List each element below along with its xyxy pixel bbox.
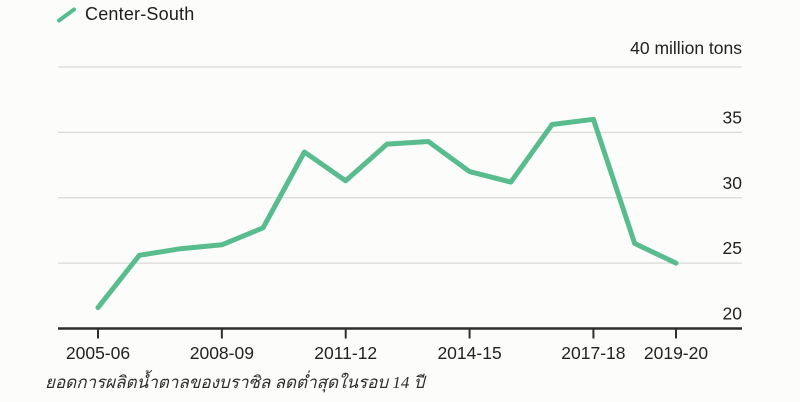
- chart-caption: ยอดการผลิตน้ำตาลของบราซิล ลดต่ำสุดในรอบ …: [45, 373, 425, 392]
- y-axis-tick-label: 20: [723, 304, 743, 324]
- center-south-series-line: [95, 116, 679, 311]
- legend-label: Center-South: [85, 4, 195, 24]
- x-axis-tick-label: 2019-20: [644, 343, 708, 363]
- x-axis-tick-label: 2017-18: [561, 343, 625, 363]
- y-axis-tick-label: 30: [723, 173, 743, 193]
- x-axis-tick-label: 2014-15: [437, 343, 501, 363]
- y-axis-tick-label: 35: [723, 107, 742, 127]
- x-axis-tick-label: 2011-12: [314, 343, 377, 363]
- line-segment-icon: [57, 7, 76, 22]
- y-axis-tick-label: 25: [723, 238, 742, 258]
- y-axis-unit-label: 40 million tons: [630, 38, 742, 58]
- x-axis-tick-label: 2008-09: [190, 343, 254, 363]
- legend-item-center-south: Center-South: [56, 4, 194, 25]
- x-axis-tick-label: 2005-06: [66, 343, 130, 363]
